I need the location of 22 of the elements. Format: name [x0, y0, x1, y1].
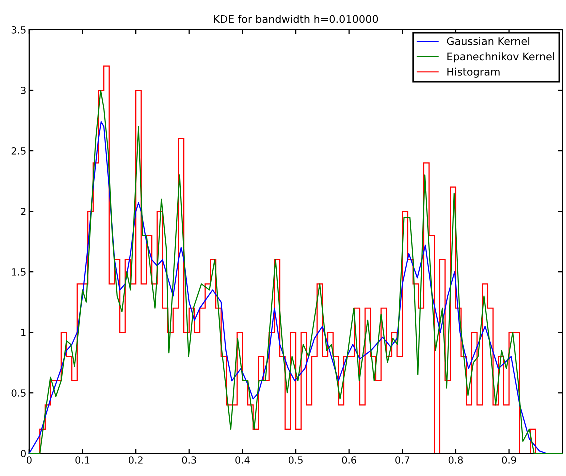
x-tick-label: 0.5 — [288, 456, 303, 464]
legend-label: Epanechnikov Kernel — [448, 52, 554, 63]
y-tick-label: 3 — [21, 86, 26, 94]
chart-title: KDE for bandwidth h=0.010000 — [214, 15, 378, 24]
y-tick-label: 3.5 — [12, 26, 26, 34]
x-tick-label: 0.7 — [396, 456, 410, 464]
x-tick-label: 0.1 — [76, 456, 90, 464]
x-tick-label: 0.9 — [502, 456, 516, 464]
y-tick-label: 2.5 — [12, 148, 26, 155]
x-tick-label: 0.6 — [342, 456, 356, 464]
y-tick-label: 0 — [21, 450, 26, 458]
x-tick-label: 0.8 — [448, 456, 464, 464]
x-tick-label: 0 — [26, 456, 32, 464]
y-tick-label: 1.5 — [12, 268, 26, 276]
legend-label: Gaussian Kernel — [447, 37, 530, 46]
y-tick-label: 2 — [21, 208, 26, 216]
y-tick-label: 1 — [22, 329, 26, 336]
x-tick-label: 0.2 — [128, 456, 143, 464]
x-tick-label: 0.3 — [182, 456, 196, 464]
legend-label: Histogram — [448, 68, 500, 78]
y-tick-label: 0.5 — [12, 390, 26, 397]
x-tick-label: 0.4 — [236, 456, 250, 464]
